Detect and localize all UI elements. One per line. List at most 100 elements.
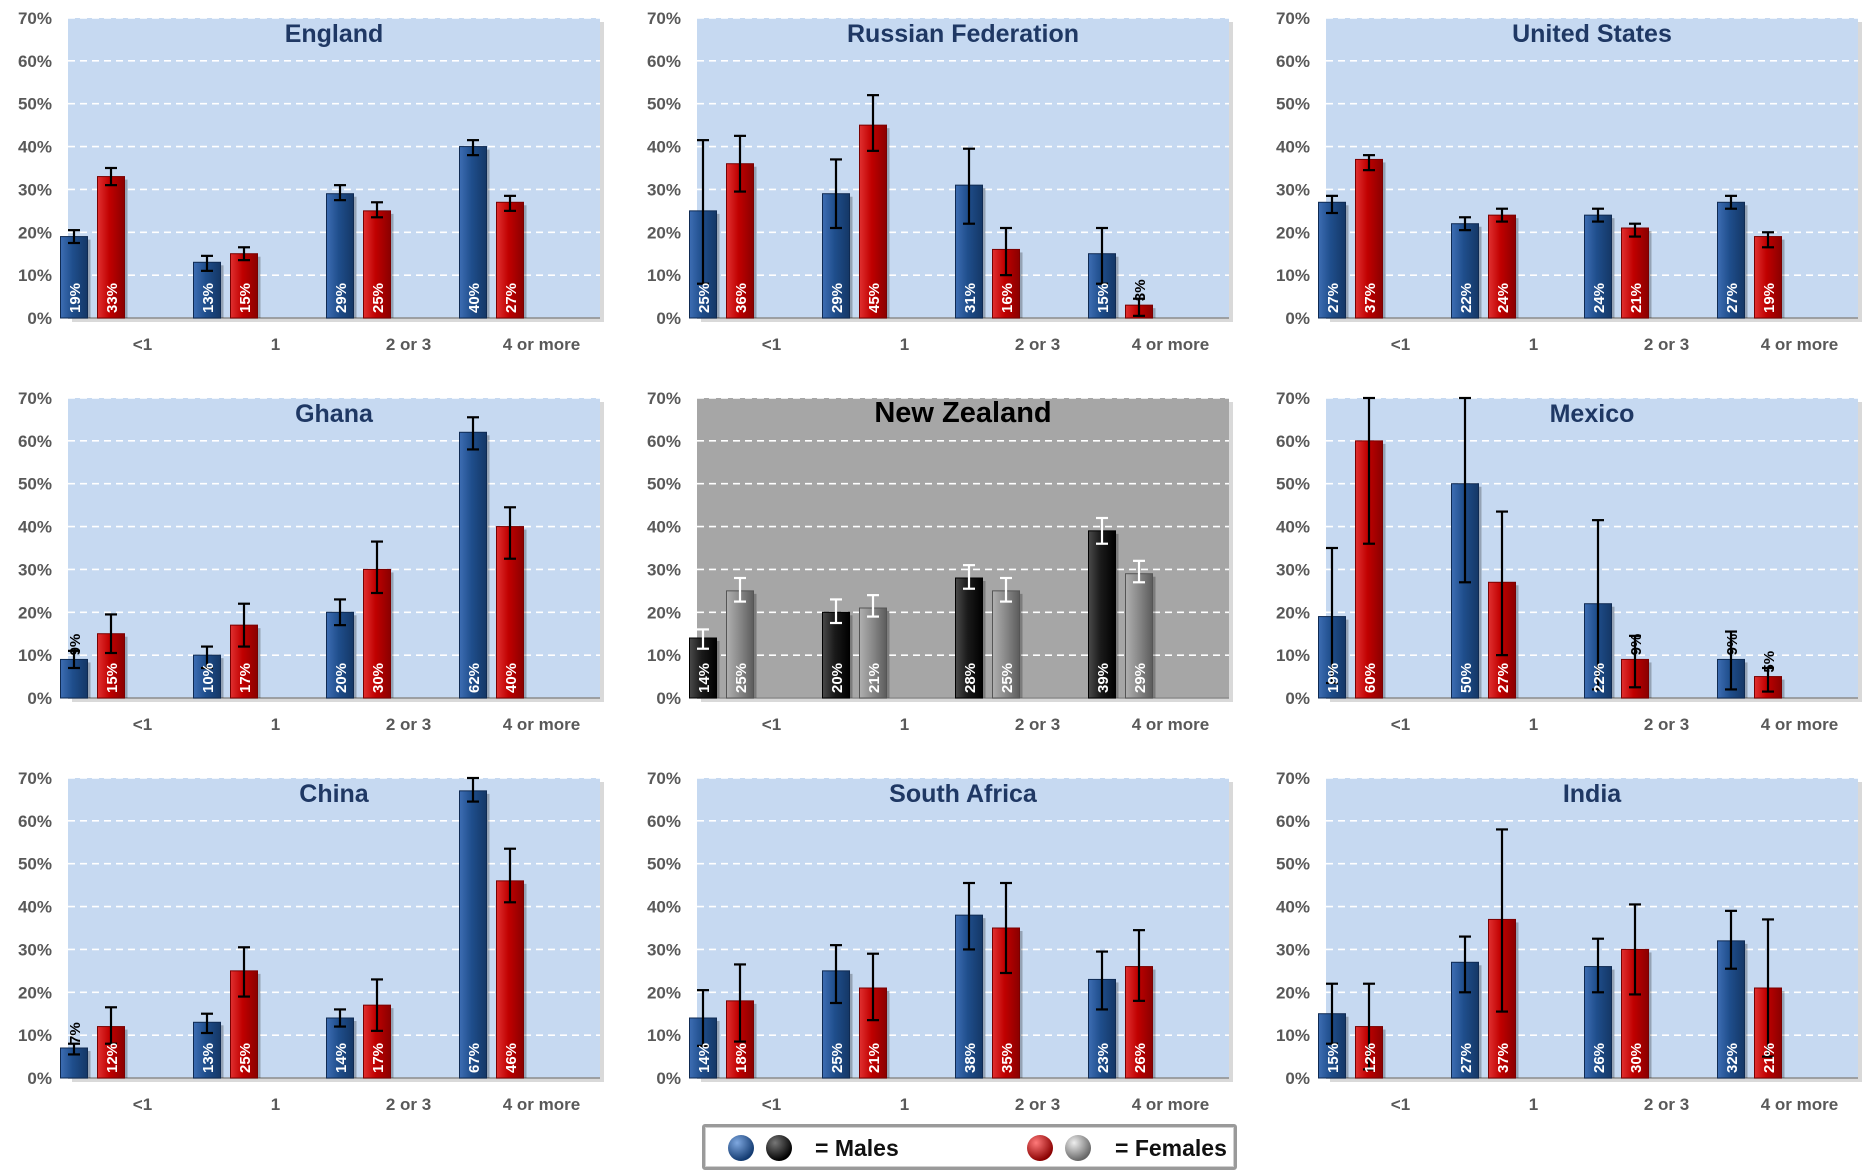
data-label: 46% [503,1043,520,1073]
x-tick-label: 4 or more [1761,335,1838,354]
y-tick-label: 20% [647,983,681,1002]
data-label: 35% [999,1043,1016,1073]
data-label: 31% [962,283,979,313]
y-tick-label: 50% [18,475,52,494]
data-label: 16% [999,283,1016,313]
chart-title: India [1563,780,1622,808]
data-label: 15% [1095,283,1112,313]
x-tick-label: 1 [1529,715,1538,734]
data-label: 25% [696,283,713,313]
data-label: 40% [503,663,520,693]
x-tick-label: <1 [762,1095,781,1114]
male-bar [459,431,487,699]
data-label: 27% [1458,1043,1475,1073]
male-bar [326,1017,354,1079]
data-label: 18% [733,1043,750,1073]
y-tick-label: 50% [1276,95,1310,114]
chart-russian-federation: 0% 10% 20% 30% 40% 50% 60% 70% Russian Federatio… [647,9,1233,354]
y-tick-label: 30% [1276,940,1310,959]
data-label: 13% [200,283,217,313]
data-label: 22% [1458,283,1475,313]
data-label: 19% [67,283,84,313]
y-tick-label: 0% [656,1069,681,1088]
y-tick-label: 30% [1276,180,1310,199]
x-tick-label: 4 or more [1132,1095,1209,1114]
data-label: 12% [104,1043,121,1073]
x-tick-label: 2 or 3 [1644,1095,1689,1114]
y-tick-label: 40% [1276,518,1310,537]
y-tick-label: 10% [18,266,52,285]
male-bar [1584,214,1612,319]
y-tick-label: 10% [1276,1026,1310,1045]
x-tick-label: 1 [900,335,909,354]
y-tick-label: 70% [1276,769,1310,788]
x-tick-label: 2 or 3 [386,335,431,354]
data-label: 17% [370,1043,387,1073]
y-tick-label: 70% [18,389,52,408]
y-tick-label: 50% [647,475,681,494]
male-bar [1318,201,1346,319]
y-tick-label: 40% [18,898,52,917]
data-label: 62% [466,663,483,693]
chart-india: 0% 10% 20% 30% 40% 50% 60% 70% India <1 15% 12% 1 27%… [1276,769,1862,1114]
gray-sphere-icon [1065,1135,1091,1161]
data-label: 15% [1325,1043,1342,1073]
legend: = Males = Females [702,1124,1237,1170]
data-label: 67% [466,1043,483,1073]
y-tick-label: 50% [647,855,681,874]
x-tick-label: <1 [1391,715,1410,734]
male-bar [1088,530,1116,699]
y-tick-label: 40% [18,138,52,157]
data-label: 29% [333,283,350,313]
male-bar [955,577,983,699]
y-tick-label: 60% [1276,432,1310,451]
x-tick-label: 1 [900,715,909,734]
data-label: 12% [1362,1043,1379,1073]
chart-south-africa: 0% 10% 20% 30% 40% 50% 60% 70% South Africa <1 14%… [647,769,1233,1114]
x-tick-label: 2 or 3 [1015,715,1060,734]
data-label: 15% [104,663,121,693]
y-tick-label: 70% [1276,389,1310,408]
y-tick-label: 0% [1285,689,1310,708]
y-tick-label: 20% [18,603,52,622]
y-tick-label: 10% [647,1026,681,1045]
data-label: 14% [333,1043,350,1073]
x-tick-label: <1 [1391,335,1410,354]
y-tick-label: 20% [647,603,681,622]
y-tick-label: 70% [647,9,681,28]
data-label: 20% [333,663,350,693]
female-bar [726,590,754,699]
female-bar [859,607,887,699]
data-label: 22% [1591,663,1608,693]
female-bar [496,201,524,319]
data-label: 27% [1495,663,1512,693]
male-bar [60,1047,88,1079]
y-tick-label: 10% [18,646,52,665]
x-tick-label: 1 [900,1095,909,1114]
female-bar [1621,227,1649,319]
chart-china: 0% 10% 20% 30% 40% 50% 60% 70% China <1 7% 12% 1 13% 2… [18,769,604,1114]
female-bar [859,124,887,319]
chart-title: China [299,780,370,808]
data-label: 27% [503,283,520,313]
data-label: 50% [1458,663,1475,693]
y-tick-label: 30% [647,180,681,199]
data-label: 30% [370,663,387,693]
y-tick-label: 20% [647,223,681,242]
y-tick-label: 60% [647,432,681,451]
y-tick-label: 0% [1285,1069,1310,1088]
data-label: 9% [67,634,84,656]
data-label: 5% [1761,651,1778,673]
data-label: 29% [1132,663,1149,693]
y-tick-label: 40% [1276,138,1310,157]
y-tick-label: 70% [18,9,52,28]
x-tick-label: 2 or 3 [1015,335,1060,354]
data-label: 13% [200,1043,217,1073]
y-tick-label: 20% [1276,603,1310,622]
y-tick-label: 70% [1276,9,1310,28]
y-tick-label: 60% [647,52,681,71]
y-tick-label: 30% [647,560,681,579]
y-tick-label: 60% [1276,52,1310,71]
y-tick-label: 70% [647,769,681,788]
data-label: 21% [866,1043,883,1073]
